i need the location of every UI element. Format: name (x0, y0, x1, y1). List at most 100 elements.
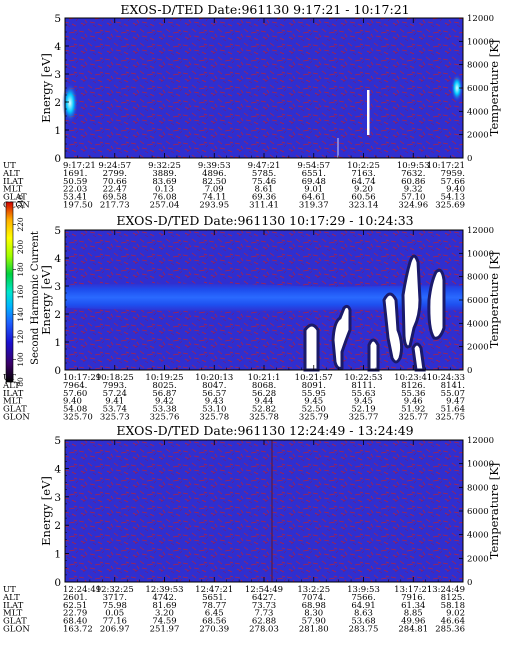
table-cell: 10:9:53 (397, 161, 430, 171)
y2-tick-label: 8000 (467, 273, 489, 283)
colorbar-gradient (5, 201, 14, 383)
table-cell: 9:47:21 (248, 161, 281, 171)
table-cell: 9.47 (446, 397, 465, 407)
table-cell: 9.20 (354, 185, 373, 195)
table-cell: 68.56 (202, 617, 226, 627)
table-cell: 53.41 (63, 193, 87, 203)
table-cell: 325.70 (63, 413, 93, 423)
table-cell: 70.66 (103, 177, 127, 187)
table-cell: 68.98 (302, 601, 326, 611)
table-cell: 324.96 (398, 201, 428, 211)
table-cell: 10:17:21 (427, 161, 465, 171)
table-cell: 69.58 (103, 193, 127, 203)
table-cell: 7.73 (255, 609, 274, 619)
table-cell: 12:24:49 (63, 585, 101, 595)
table-cell: 46.64 (441, 617, 465, 627)
table-cell: 8025. (152, 381, 176, 391)
table-cell: 10:22:53 (344, 373, 382, 383)
row-label: GLAT (3, 193, 27, 203)
table-cell: 319.37 (299, 201, 329, 211)
table-cell: 50.59 (63, 177, 87, 187)
table-cell: 74.11 (202, 193, 226, 203)
y-tick-label: 2 (54, 309, 61, 321)
y-tick-label: 1 (54, 337, 61, 349)
table-cell: 9:24:57 (98, 161, 131, 171)
table-cell: 69.48 (302, 177, 326, 187)
panel-2: EXOS-D/TED Date:961130 10:17:29 - 10:24:… (2, 213, 501, 423)
table-cell: 0.13 (155, 185, 174, 195)
y2-tick-label: 12000 (467, 436, 494, 446)
table-cell: 9.45 (304, 397, 323, 407)
y2-tick-label: 0 (467, 578, 472, 588)
table-cell: 6427. (252, 593, 276, 603)
table-cell: 7.09 (205, 185, 224, 195)
colorbar-tick-label: 200 (16, 240, 25, 255)
table-cell: 12:54:49 (245, 585, 283, 595)
table-cell: 52.50 (302, 405, 326, 415)
table-cell: 323.14 (349, 201, 379, 211)
row-label: GLON (3, 625, 30, 635)
y2-tick-label: 10000 (467, 37, 494, 47)
table-cell: 2799. (103, 169, 127, 179)
table-cell: 22.03 (63, 185, 87, 195)
row-label: ILAT (3, 389, 24, 399)
y2-tick-label: 4000 (467, 531, 489, 541)
table-cell: 55.36 (401, 389, 425, 399)
y-tick-label: 2 (54, 97, 61, 109)
table-cell: 325.78 (249, 413, 279, 423)
table-cell: 60.56 (351, 193, 375, 203)
row-label: GLON (3, 201, 30, 211)
table-cell: 9:39:53 (198, 161, 231, 171)
table-cell: 73.73 (252, 601, 276, 611)
y2-tick-label: 6000 (467, 507, 489, 517)
panel-1-y-axis-label: Energy [eV] (39, 53, 53, 123)
row-label: UT (3, 161, 16, 171)
table-cell: 55.95 (302, 389, 326, 399)
table-cell: 325.78 (199, 413, 229, 423)
table-cell: 64.91 (351, 601, 375, 611)
table-cell: 7964. (63, 381, 87, 391)
table-cell: 8047. (202, 381, 226, 391)
colorbar-tick-label: 80 (16, 377, 25, 387)
table-cell: 13:17:21 (394, 585, 432, 595)
table-cell: 2601. (63, 593, 87, 603)
table-cell: 284.81 (398, 625, 428, 635)
table-cell: 9.41 (105, 397, 124, 407)
y-tick-label: 2 (54, 520, 61, 532)
y-tick-label: 0 (54, 365, 61, 377)
table-cell: 311.41 (249, 201, 279, 211)
table-cell: 75.46 (252, 177, 276, 187)
table-cell: 51.92 (401, 405, 425, 415)
y2-tick-label: 8000 (467, 61, 489, 71)
table-cell: 8.63 (354, 609, 373, 619)
table-cell: 52.19 (351, 405, 375, 415)
table-cell: 4742. (152, 593, 176, 603)
table-cell: 7566. (351, 593, 375, 603)
row-label: ILAT (3, 601, 24, 611)
table-cell: 51.64 (441, 405, 465, 415)
y2-tick-label: 4000 (467, 107, 489, 117)
row-label: MLT (3, 397, 23, 407)
table-cell: 12:32:25 (96, 585, 134, 595)
table-cell: 10:24:33 (427, 373, 465, 383)
table-cell: 325.73 (100, 413, 130, 423)
panel-2-y2-axis-label: Temperature [K] (487, 252, 501, 349)
table-cell: 9:32:25 (148, 161, 181, 171)
panel-1-y2-ticks: 0 2000 4000 6000 8000 10000 12000 (459, 14, 494, 164)
table-cell: 7916. (401, 593, 425, 603)
table-cell: 75.98 (103, 601, 127, 611)
table-cell: 57.24 (103, 389, 127, 399)
table-cell: 10:20:13 (195, 373, 233, 383)
table-cell: 82.50 (202, 177, 226, 187)
table-cell: 7163. (351, 169, 375, 179)
y-tick-label: 1 (54, 125, 61, 137)
table-cell: 10:21:1 (248, 373, 281, 383)
table-cell: 9.42 (155, 397, 174, 407)
panel-3-y2-ticks: 0 2000 4000 6000 8000 10000 12000 (459, 436, 494, 588)
table-cell: 163.72 (63, 625, 93, 635)
table-cell: 9.45 (354, 397, 373, 407)
y2-tick-label: 0 (467, 154, 472, 164)
table-cell: 7632. (401, 169, 425, 179)
panel-2-x-ticks (64, 230, 464, 370)
y2-tick-label: 12000 (467, 14, 494, 24)
